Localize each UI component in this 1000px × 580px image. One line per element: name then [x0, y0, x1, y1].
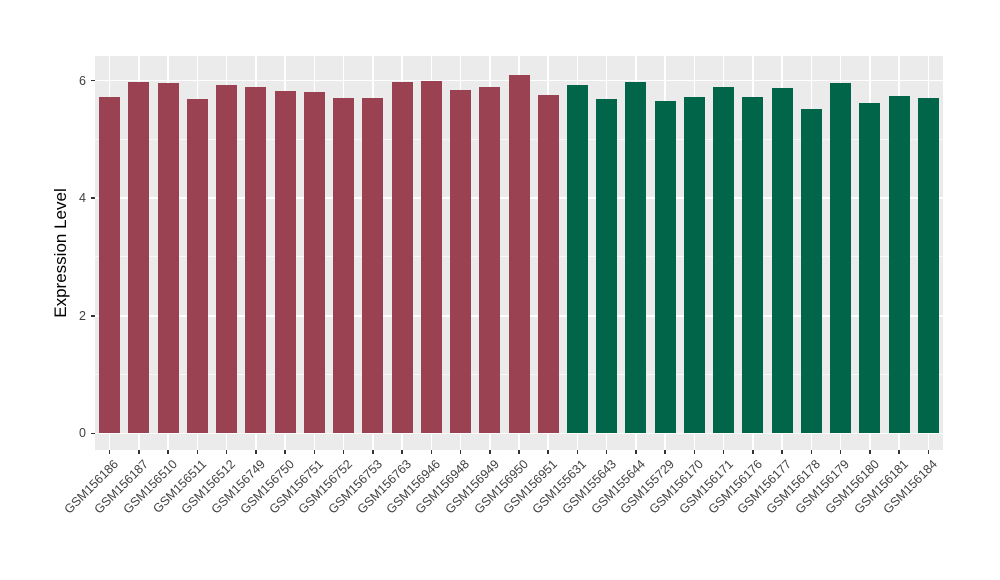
- bar: [888, 95, 910, 434]
- x-tick-mark: [605, 450, 608, 454]
- x-tick-mark: [313, 450, 316, 454]
- x-tick-mark: [372, 450, 374, 454]
- x-tick-mark: [693, 450, 696, 454]
- bar: [450, 90, 472, 434]
- bar: [420, 80, 442, 434]
- x-tick-mark: [225, 450, 228, 454]
- bar: [683, 97, 705, 434]
- x-tick-mark: [664, 450, 666, 454]
- x-tick-mark: [284, 450, 286, 454]
- x-tick-mark: [635, 450, 637, 454]
- bar: [508, 74, 530, 434]
- x-tick-mark: [547, 450, 549, 454]
- x-tick-mark: [255, 450, 257, 454]
- y-gridline: [95, 432, 943, 435]
- x-tick-mark: [518, 450, 520, 454]
- bar: [771, 88, 793, 434]
- x-tick-mark: [430, 450, 433, 454]
- x-tick-mark: [722, 450, 725, 454]
- bar: [742, 96, 764, 434]
- bar: [713, 87, 735, 434]
- x-tick-mark: [810, 450, 813, 454]
- bar: [303, 92, 325, 434]
- bar: [245, 86, 267, 434]
- y-tick-label: 4: [79, 191, 86, 206]
- y-axis-title: Expression Level: [51, 188, 70, 318]
- x-tick-mark: [196, 450, 199, 454]
- x-tick-mark: [489, 450, 491, 454]
- x-tick-mark: [167, 450, 169, 454]
- x-tick-mark: [927, 450, 930, 454]
- x-tick-mark: [869, 450, 871, 454]
- bar: [800, 108, 822, 434]
- bar: [596, 98, 618, 434]
- x-tick-mark: [401, 450, 403, 454]
- bar: [830, 83, 852, 434]
- bar: [537, 95, 559, 434]
- x-tick-mark: [839, 450, 842, 454]
- x-tick-mark: [108, 450, 111, 454]
- bar: [157, 83, 179, 434]
- bar: [566, 84, 588, 434]
- bar: [625, 81, 647, 434]
- x-tick-mark: [576, 450, 579, 454]
- bar: [216, 85, 238, 434]
- y-tick-mark: [91, 432, 95, 435]
- bar: [654, 101, 676, 434]
- y-tick-mark: [91, 79, 95, 82]
- y-tick-mark: [91, 315, 95, 317]
- bar: [391, 82, 413, 434]
- bar: [99, 96, 121, 434]
- x-tick-mark: [752, 450, 754, 454]
- x-tick-mark: [459, 450, 462, 454]
- x-tick-mark: [781, 450, 783, 454]
- bar: [274, 91, 296, 434]
- x-tick-mark: [898, 450, 900, 454]
- x-tick-mark: [138, 450, 140, 454]
- bar: [859, 103, 881, 434]
- bar: [917, 97, 939, 434]
- y-tick-mark: [91, 197, 95, 199]
- bar: [479, 86, 501, 434]
- bar: [333, 97, 355, 434]
- y-tick-label: 2: [79, 308, 86, 323]
- y-tick-label: 0: [79, 426, 86, 441]
- x-tick-mark: [342, 450, 345, 454]
- bar: [186, 99, 208, 434]
- bar: [362, 98, 384, 434]
- bar: [128, 81, 150, 434]
- y-tick-label: 6: [79, 73, 86, 88]
